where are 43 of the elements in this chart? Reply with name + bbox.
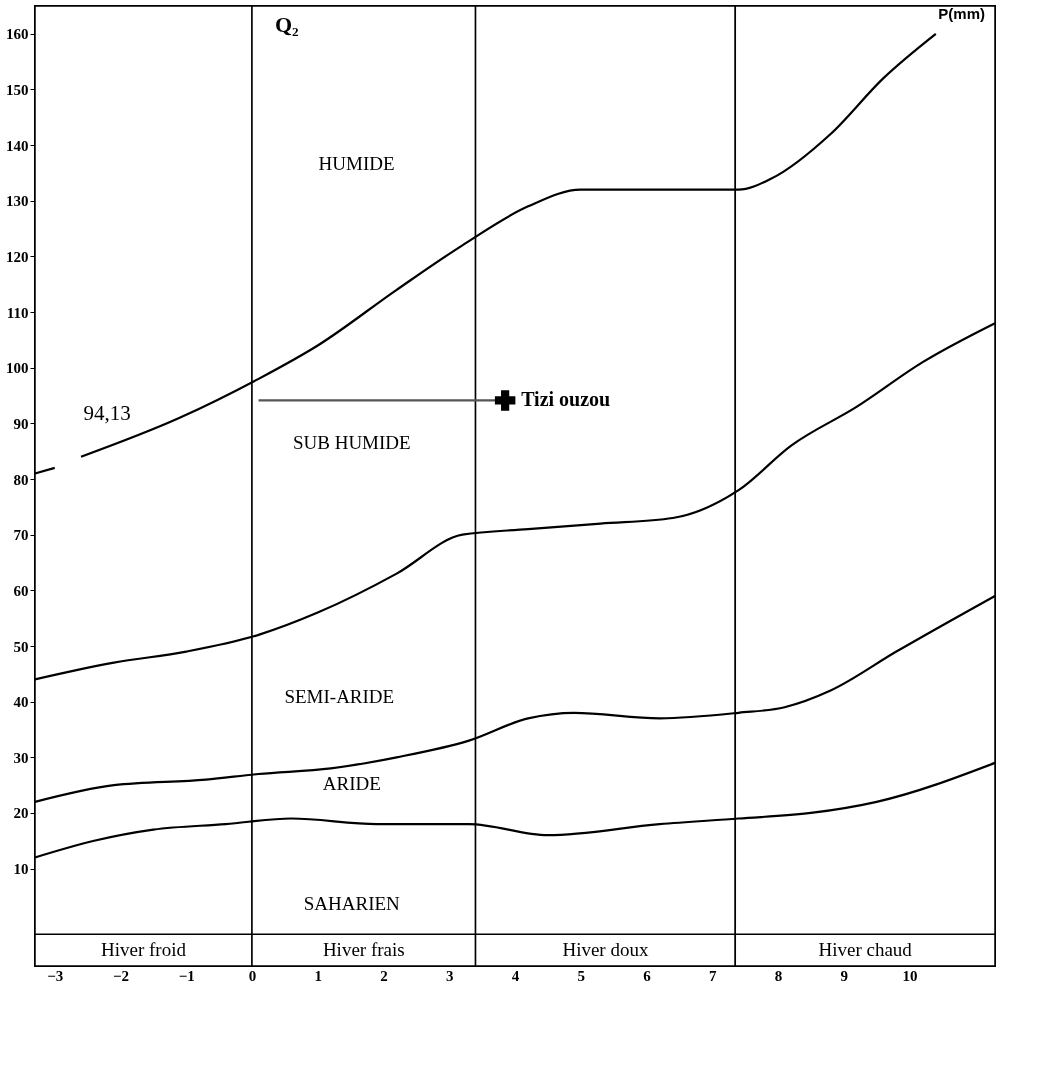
y-tick-label: 20 [13, 805, 29, 822]
x-tick-label: 1 [314, 967, 322, 984]
y-tick-label: 40 [13, 694, 29, 711]
band-label: Hiver frais [322, 939, 405, 961]
y-tick-label: 120 [6, 248, 29, 265]
band-label: Hiver chaud [818, 939, 913, 961]
annotation: 94,13 [83, 401, 131, 425]
annotation: HUMIDE [318, 153, 395, 175]
annotation: SAHARIEN [303, 892, 401, 914]
y-tick-label: 30 [13, 749, 29, 766]
y-tick-label: 50 [13, 638, 29, 655]
y-tick-label: 70 [13, 527, 29, 544]
x-tick-label: 5 [577, 967, 585, 984]
y-tick-label: 90 [13, 415, 29, 432]
y-tick-label: 10 [13, 861, 29, 878]
x-tick-label: 6 [643, 967, 652, 984]
y-axis-title: Q₂ [275, 12, 300, 38]
x-tick-label: 2 [380, 967, 388, 984]
annotation: SEMI-ARIDE [284, 686, 395, 708]
y-tick-label: 110 [6, 304, 29, 321]
x-tick-label: −3 [47, 967, 64, 984]
x-tick-label: −1 [178, 967, 195, 984]
x-tick-label: 8 [774, 967, 783, 984]
y-tick-label: 130 [6, 193, 29, 210]
x-tick-label: 9 [840, 967, 849, 984]
y-tick-label: 80 [13, 471, 29, 488]
annotation: ARIDE [322, 772, 381, 794]
x-axis-title: P(mm) [938, 4, 985, 22]
y-tick-label: 150 [6, 81, 29, 98]
x-tick-label: −2 [112, 967, 130, 984]
band-label: Hiver froid [101, 939, 187, 961]
x-tick-label: 7 [709, 967, 718, 984]
series-label: Tizi ouzou [521, 388, 611, 411]
y-tick-label: 60 [13, 582, 29, 599]
y-tick-label: 140 [6, 137, 29, 154]
y-tick-label: 160 [6, 26, 29, 43]
x-tick-label: 3 [446, 967, 454, 984]
band-label: Hiver doux [562, 939, 649, 961]
y-tick-label: 100 [6, 360, 29, 377]
annotation: SUB HUMIDE [292, 431, 411, 453]
x-tick-label: 10 [902, 967, 918, 984]
x-tick-label: 4 [511, 967, 520, 984]
x-tick-label: 0 [248, 967, 257, 984]
